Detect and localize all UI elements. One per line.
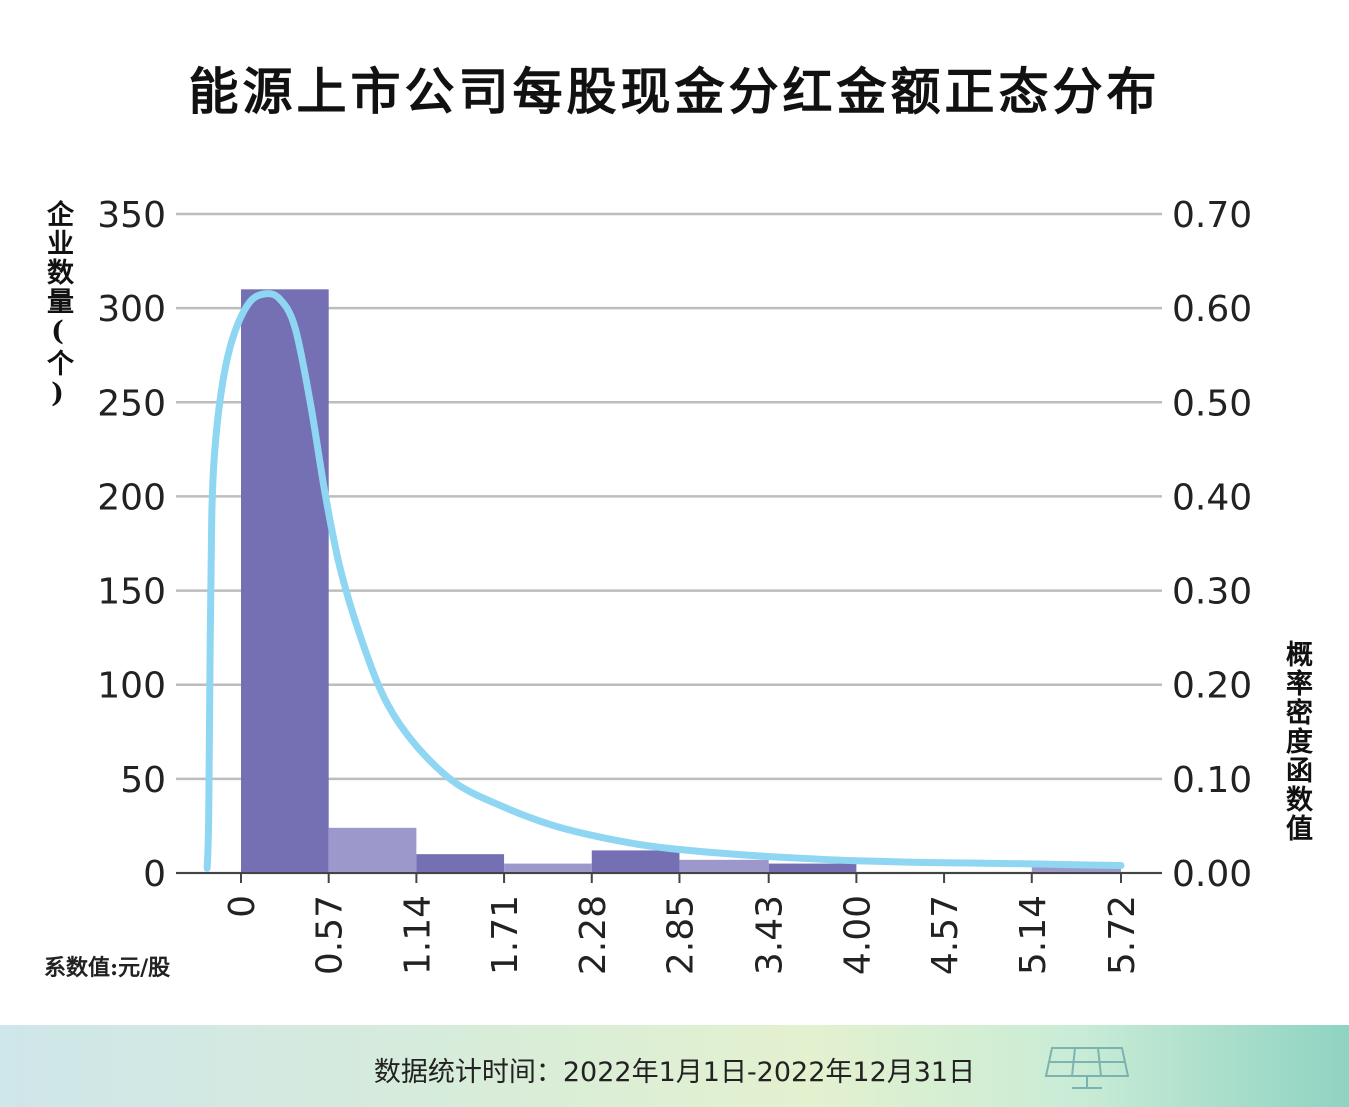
histogram-bar — [328, 827, 417, 873]
left-axis-label: 企业数量(个) — [42, 200, 73, 411]
y-tick-label: 150 — [97, 572, 166, 613]
y2-tick-label: 0.60 — [1172, 289, 1252, 330]
y-tick-label: 200 — [97, 477, 166, 518]
footer-band — [0, 1025, 1349, 1107]
x-tick-label: 0.57 — [310, 895, 351, 975]
x-tick-label: 3.43 — [750, 895, 791, 975]
x-tick-label: 1.14 — [397, 895, 438, 975]
histogram-bar — [504, 863, 592, 873]
y-tick-label: 300 — [97, 289, 166, 330]
solar-panel-icon — [1044, 1047, 1130, 1089]
y-tick-label: 50 — [120, 760, 166, 801]
unit-note: 系数值:元/股 — [44, 955, 171, 981]
chart-title: 能源上市公司每股现金分红金额正态分布 — [188, 63, 1161, 121]
histogram-bar — [591, 850, 680, 873]
y-tick-label: 250 — [97, 383, 166, 424]
y2-tick-label: 0.40 — [1172, 477, 1252, 518]
footer-date-range: 数据统计时间：2022年1月1日-2022年12月31日 — [373, 1057, 976, 1088]
histogram-bar — [679, 859, 769, 873]
x-tick-label: 1.71 — [485, 895, 526, 975]
histogram-bar — [768, 863, 857, 873]
density-curve — [203, 290, 1125, 872]
y-tick-label: 100 — [97, 666, 166, 707]
x-tick-label: 4.57 — [925, 895, 966, 975]
y2-tick-label: 0.50 — [1172, 383, 1252, 424]
x-tick-label: 0 — [222, 895, 263, 918]
y2-tick-label: 0.70 — [1172, 195, 1252, 236]
x-tick-label: 5.14 — [1013, 895, 1054, 975]
x-tick-label: 4.00 — [837, 895, 878, 975]
y-tick-label: 350 — [97, 195, 166, 236]
y-tick-label: 0 — [143, 854, 166, 895]
x-tick-label: 2.28 — [573, 895, 614, 975]
y2-tick-label: 0.10 — [1172, 760, 1252, 801]
y2-tick-label: 0.30 — [1172, 572, 1252, 613]
histogram-chart: 0 0.00 50 0.10 100 0.20 150 0.30 200 0.40 250 0.50 3… — [97, 195, 1252, 975]
right-axis-label: 概率密度函数值 — [1281, 640, 1312, 843]
x-tick-label: 5.72 — [1102, 895, 1143, 975]
histogram-bar — [416, 854, 505, 873]
y2-tick-label: 0.00 — [1172, 854, 1252, 895]
x-tick-label: 2.85 — [660, 895, 701, 975]
histogram-bar — [241, 289, 329, 873]
y2-tick-label: 0.20 — [1172, 666, 1252, 707]
